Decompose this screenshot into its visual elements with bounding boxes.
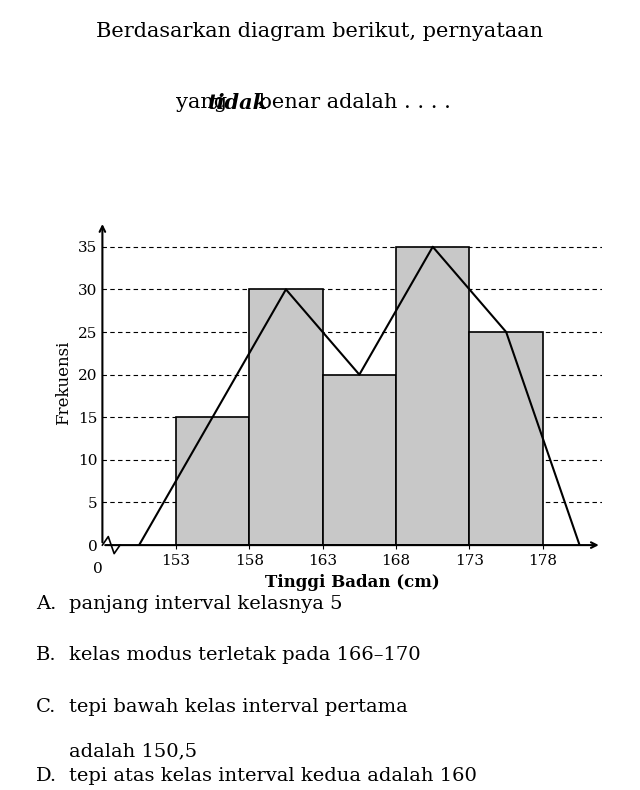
Bar — [323, 374, 396, 545]
Bar — [396, 246, 470, 545]
Text: yang: yang — [176, 93, 234, 112]
Text: A.: A. — [36, 596, 57, 613]
Text: tepi bawah kelas interval pertama: tepi bawah kelas interval pertama — [69, 698, 408, 717]
Text: C.: C. — [36, 698, 57, 717]
Bar — [249, 289, 323, 545]
Bar — [176, 417, 249, 545]
Text: 0: 0 — [93, 562, 103, 576]
Text: Berdasarkan diagram berikut, pernyataan: Berdasarkan diagram berikut, pernyataan — [97, 22, 543, 41]
X-axis label: Tinggi Badan (cm): Tinggi Badan (cm) — [264, 574, 440, 591]
Text: adalah 150,5: adalah 150,5 — [69, 742, 197, 760]
Bar — [470, 332, 543, 545]
Text: tidak: tidak — [208, 93, 268, 113]
Text: D.: D. — [36, 767, 57, 785]
Y-axis label: Frekuensi: Frekuensi — [56, 341, 72, 425]
Text: tepi atas kelas interval kedua adalah 160: tepi atas kelas interval kedua adalah 16… — [69, 767, 477, 785]
Text: kelas modus terletak pada 166–170: kelas modus terletak pada 166–170 — [69, 645, 421, 664]
Text: panjang interval kelasnya 5: panjang interval kelasnya 5 — [69, 596, 343, 613]
Text: B.: B. — [36, 645, 57, 664]
Text: benar adalah . . . .: benar adalah . . . . — [252, 93, 451, 112]
